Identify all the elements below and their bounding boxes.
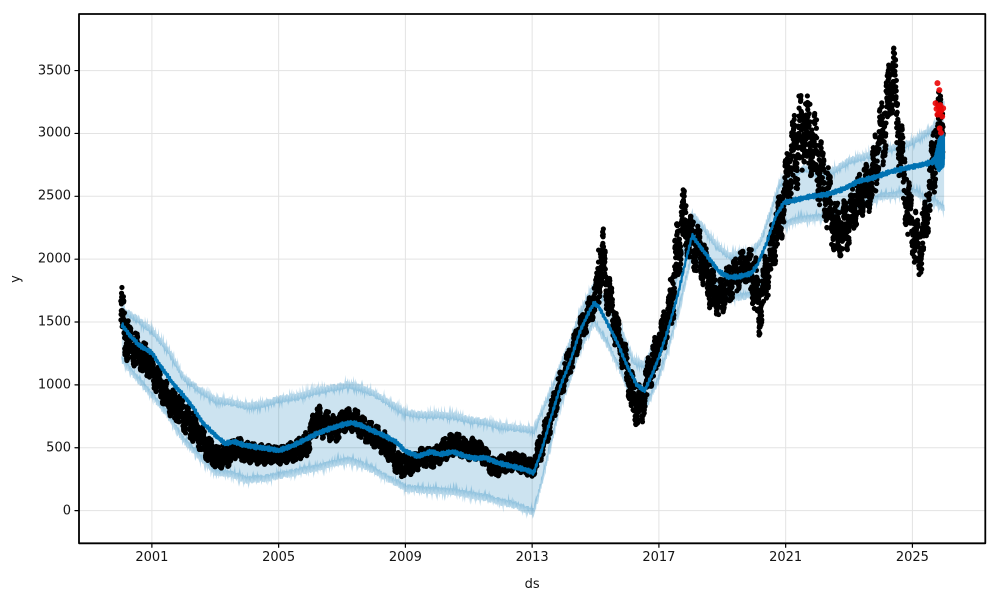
forecast-chart-canvas <box>0 0 1000 600</box>
figure: ds y 2001 2005 2009 2013 2017 2021 2025 0 500 100… <box>0 0 1000 600</box>
